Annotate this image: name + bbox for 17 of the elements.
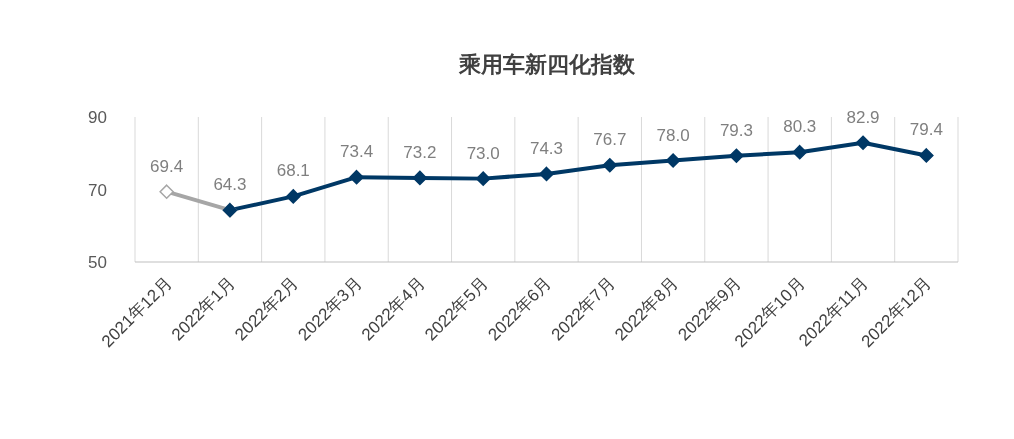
data-label: 73.2 [403,142,437,162]
data-label: 69.4 [150,156,184,176]
data-label: 73.0 [466,143,500,163]
data-label: 68.1 [276,161,310,181]
data-label: 73.4 [340,142,374,162]
data-label: 78.0 [656,125,690,145]
data-label: 74.3 [529,138,564,158]
y-tick-label: 70 [88,180,107,200]
chart-title: 乘用车新四化指数 [457,52,636,77]
data-label: 79.4 [909,120,943,140]
data-label: 79.3 [719,120,753,140]
data-label: 76.7 [593,130,627,150]
data-label: 82.9 [846,107,880,127]
y-tick-label: 50 [88,253,107,272]
y-tick-label: 90 [88,108,107,127]
data-label: 64.3 [213,175,247,195]
data-label: 80.3 [783,117,817,137]
